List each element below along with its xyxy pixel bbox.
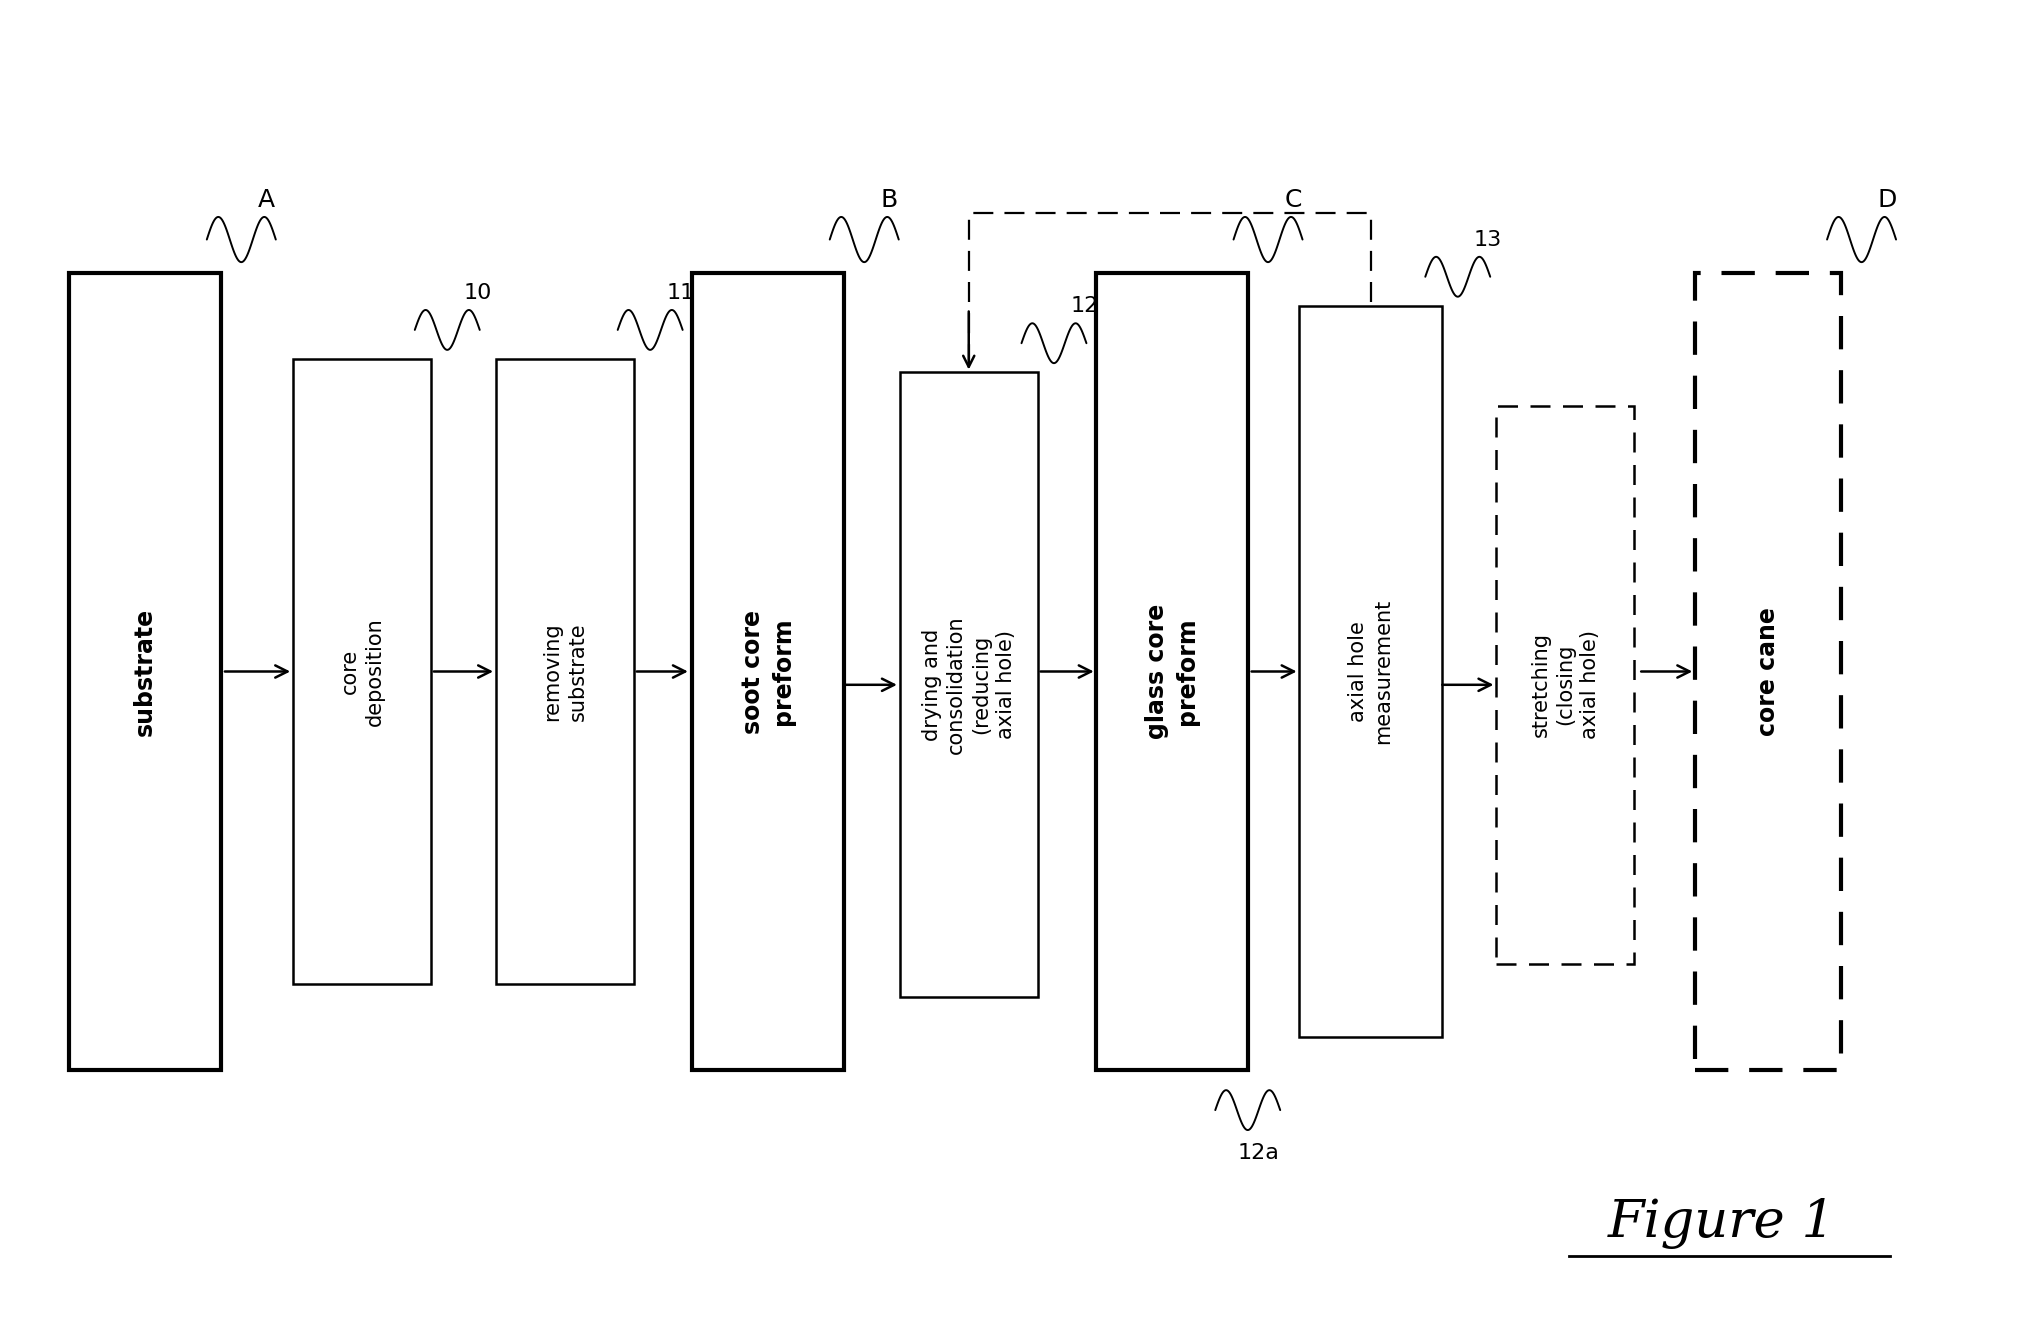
Text: substrate: substrate (133, 607, 157, 736)
Text: B: B (881, 188, 897, 212)
Text: 13: 13 (1473, 230, 1502, 250)
Bar (292, 359, 431, 984)
Text: removing
substrate: removing substrate (543, 622, 586, 721)
Text: D: D (1878, 188, 1898, 212)
Bar (1495, 406, 1634, 964)
Text: 12a: 12a (1238, 1143, 1279, 1163)
Bar (1299, 306, 1442, 1037)
Text: axial hole
measurement: axial hole measurement (1348, 599, 1393, 744)
Text: glass core
preform: glass core preform (1144, 604, 1199, 739)
Bar (1095, 273, 1248, 1070)
Bar (693, 273, 844, 1070)
Text: core cane: core cane (1757, 607, 1779, 736)
Bar (899, 372, 1038, 997)
Bar (1696, 273, 1841, 1070)
Text: A: A (257, 188, 274, 212)
Text: C: C (1285, 188, 1301, 212)
Text: soot core
preform: soot core preform (742, 610, 795, 733)
Text: 11: 11 (666, 283, 695, 302)
Bar (69, 273, 221, 1070)
Text: core
deposition: core deposition (339, 618, 384, 725)
Text: Figure 1: Figure 1 (1608, 1198, 1835, 1249)
Text: stretching
(closing
axial hole): stretching (closing axial hole) (1530, 630, 1600, 739)
Text: drying and
consolidation
(reducing
axial hole): drying and consolidation (reducing axial… (921, 615, 1015, 755)
Text: 12: 12 (1071, 295, 1099, 316)
Text: 10: 10 (464, 283, 492, 302)
Bar (496, 359, 633, 984)
